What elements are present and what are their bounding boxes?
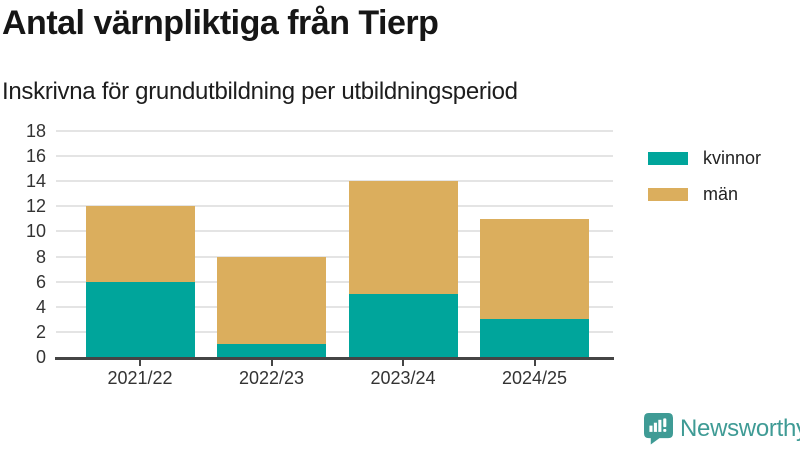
- x-axis-tick: [270, 360, 273, 366]
- x-tick-label: 2023/24: [370, 368, 436, 388]
- legend-label: kvinnor: [703, 148, 762, 168]
- x-axis-tick: [402, 360, 404, 366]
- y-tick-label: 8: [35, 246, 46, 267]
- bar-segment-män: [348, 181, 458, 295]
- bar-segment-män: [217, 256, 326, 345]
- y-tick-label: 10: [25, 221, 46, 242]
- gridline: [56, 155, 613, 158]
- legend-label: män: [703, 184, 739, 204]
- y-tick-label: 14: [25, 171, 46, 192]
- gridline: [56, 205, 613, 208]
- x-axis-tick: [533, 360, 536, 366]
- gridline: [56, 255, 613, 258]
- newsworthy-logo-text: Newsworthy: [680, 415, 800, 442]
- legend-item-man: män: [648, 184, 761, 205]
- y-tick-label: 18: [25, 121, 46, 141]
- gridline: [56, 180, 613, 183]
- y-tick-label: 0: [35, 347, 46, 367]
- gridline: [56, 330, 613, 333]
- legend-swatch: [648, 188, 688, 201]
- bar-segment-kvinnor: [480, 319, 589, 357]
- bar-segment-kvinnor: [217, 344, 326, 357]
- bar-segment-män: [85, 206, 195, 282]
- bar-segment-kvinnor: [348, 294, 458, 357]
- x-tick-label: 2021/22: [107, 368, 173, 388]
- x-axis-tick: [139, 360, 141, 366]
- bar-segment-kvinnor: [85, 281, 195, 357]
- y-tick-label: 4: [35, 296, 46, 317]
- y-tick-label: 16: [25, 146, 46, 167]
- newsworthy-logo-icon: [644, 413, 673, 445]
- y-tick-label: 12: [25, 196, 46, 217]
- gridline: [56, 280, 613, 283]
- gridline: [56, 130, 613, 132]
- legend-item-kvinnor: kvinnor: [648, 148, 761, 169]
- legend-swatch: [648, 152, 688, 165]
- bar-segment-män: [480, 218, 589, 320]
- x-tick-label: 2024/25: [501, 368, 568, 388]
- gridline: [56, 305, 613, 308]
- legend: kvinnor män: [648, 148, 761, 205]
- x-tick-label: 2022/23: [238, 368, 305, 388]
- gridline: [56, 230, 613, 233]
- chart-title: Antal värnpliktiga från Tierp: [2, 4, 439, 42]
- chart-subtitle: Inskrivna för grundutbildning per utbild…: [2, 78, 518, 105]
- x-axis-line: [55, 357, 614, 360]
- y-tick-label: 2: [35, 321, 46, 342]
- newsworthy-branding[interactable]: Newsworthy: [644, 413, 800, 445]
- y-tick-label: 6: [35, 271, 46, 292]
